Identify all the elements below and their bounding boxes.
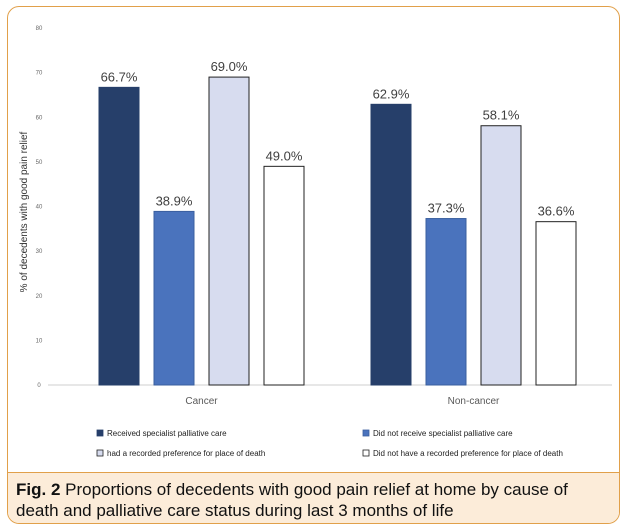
legend-swatch [362,449,370,457]
data-label: 37.3% [428,201,465,216]
legend-swatch [96,429,104,437]
bars: 66.7% 38.9% 69.0% 49.0% 62.9% 37.3% 58.1% 36.6% [98,59,577,386]
y-tick-label: 60 [36,115,43,121]
data-label: 49.0% [266,148,303,163]
legend-label: Did not have a recorded preference for p… [373,449,563,458]
caption-text: Proportions of decedents with good pain … [16,480,568,520]
caption-label: Fig. 2 [16,480,61,499]
x-category-label: Cancer [185,396,218,407]
figure-caption: Fig. 2 Proportions of decedents with goo… [8,472,619,523]
y-tick-label: 80 [36,26,43,32]
legend: Received specialist palliative care Did n… [96,429,563,458]
bar [480,125,522,386]
legend-label: Received specialist palliative care [107,429,227,438]
bar [208,76,250,386]
legend-swatch [362,429,370,437]
y-tick-label: 30 [36,249,43,255]
bar [98,86,140,386]
y-tick-label: 50 [36,160,43,166]
bar [153,210,195,386]
x-axis-categories: Cancer Non-cancer [185,396,500,407]
y-tick-label: 40 [36,205,43,211]
bar [535,221,577,386]
data-label: 66.7% [101,69,138,84]
legend-label: had a recorded preference for place of d… [107,449,265,458]
figure-panel: 0 10 20 30 40 50 60 70 80 66.7% 38.9% 69.0% 49.0% 62… [7,6,620,524]
y-tick-label: 10 [36,338,43,344]
data-label: 58.1% [483,108,520,123]
legend-label: Did not receive specialist palliative ca… [373,429,513,438]
bar [263,165,305,386]
data-label: 38.9% [156,193,193,208]
x-category-label: Non-cancer [448,396,500,407]
y-tick-label: 0 [37,383,41,389]
bar [370,103,412,386]
y-tick-label: 20 [36,294,43,300]
data-label: 36.6% [538,204,575,219]
bar [425,218,467,386]
y-axis-label: % of decedents with good pain relief [19,131,30,292]
bar-chart: 0 10 20 30 40 50 60 70 80 66.7% 38.9% 69.0% 49.0% 62… [19,26,612,458]
legend-swatch [96,449,104,457]
data-label: 62.9% [373,86,410,101]
y-tick-label: 70 [36,71,43,77]
data-label: 69.0% [211,59,248,74]
